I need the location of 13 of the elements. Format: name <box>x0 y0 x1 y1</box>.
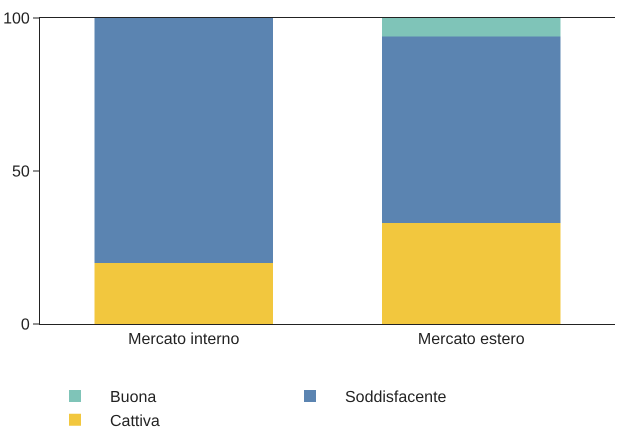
bar <box>94 18 273 263</box>
legend-label: Cattiva <box>110 413 160 430</box>
legend-label: Buona <box>110 389 156 406</box>
x-tick-label: Mercato estero <box>418 331 525 348</box>
bar <box>382 18 560 36</box>
bar <box>94 262 273 324</box>
y-tick-label: 50 <box>12 164 30 181</box>
y-tick-label: 0 <box>20 316 30 334</box>
bar <box>382 36 560 224</box>
legend-label: Soddisfacente <box>345 389 447 406</box>
y-tick-label: 100 <box>3 10 30 28</box>
x-tick-label: Mercato interno <box>128 331 240 348</box>
bar <box>382 223 560 324</box>
